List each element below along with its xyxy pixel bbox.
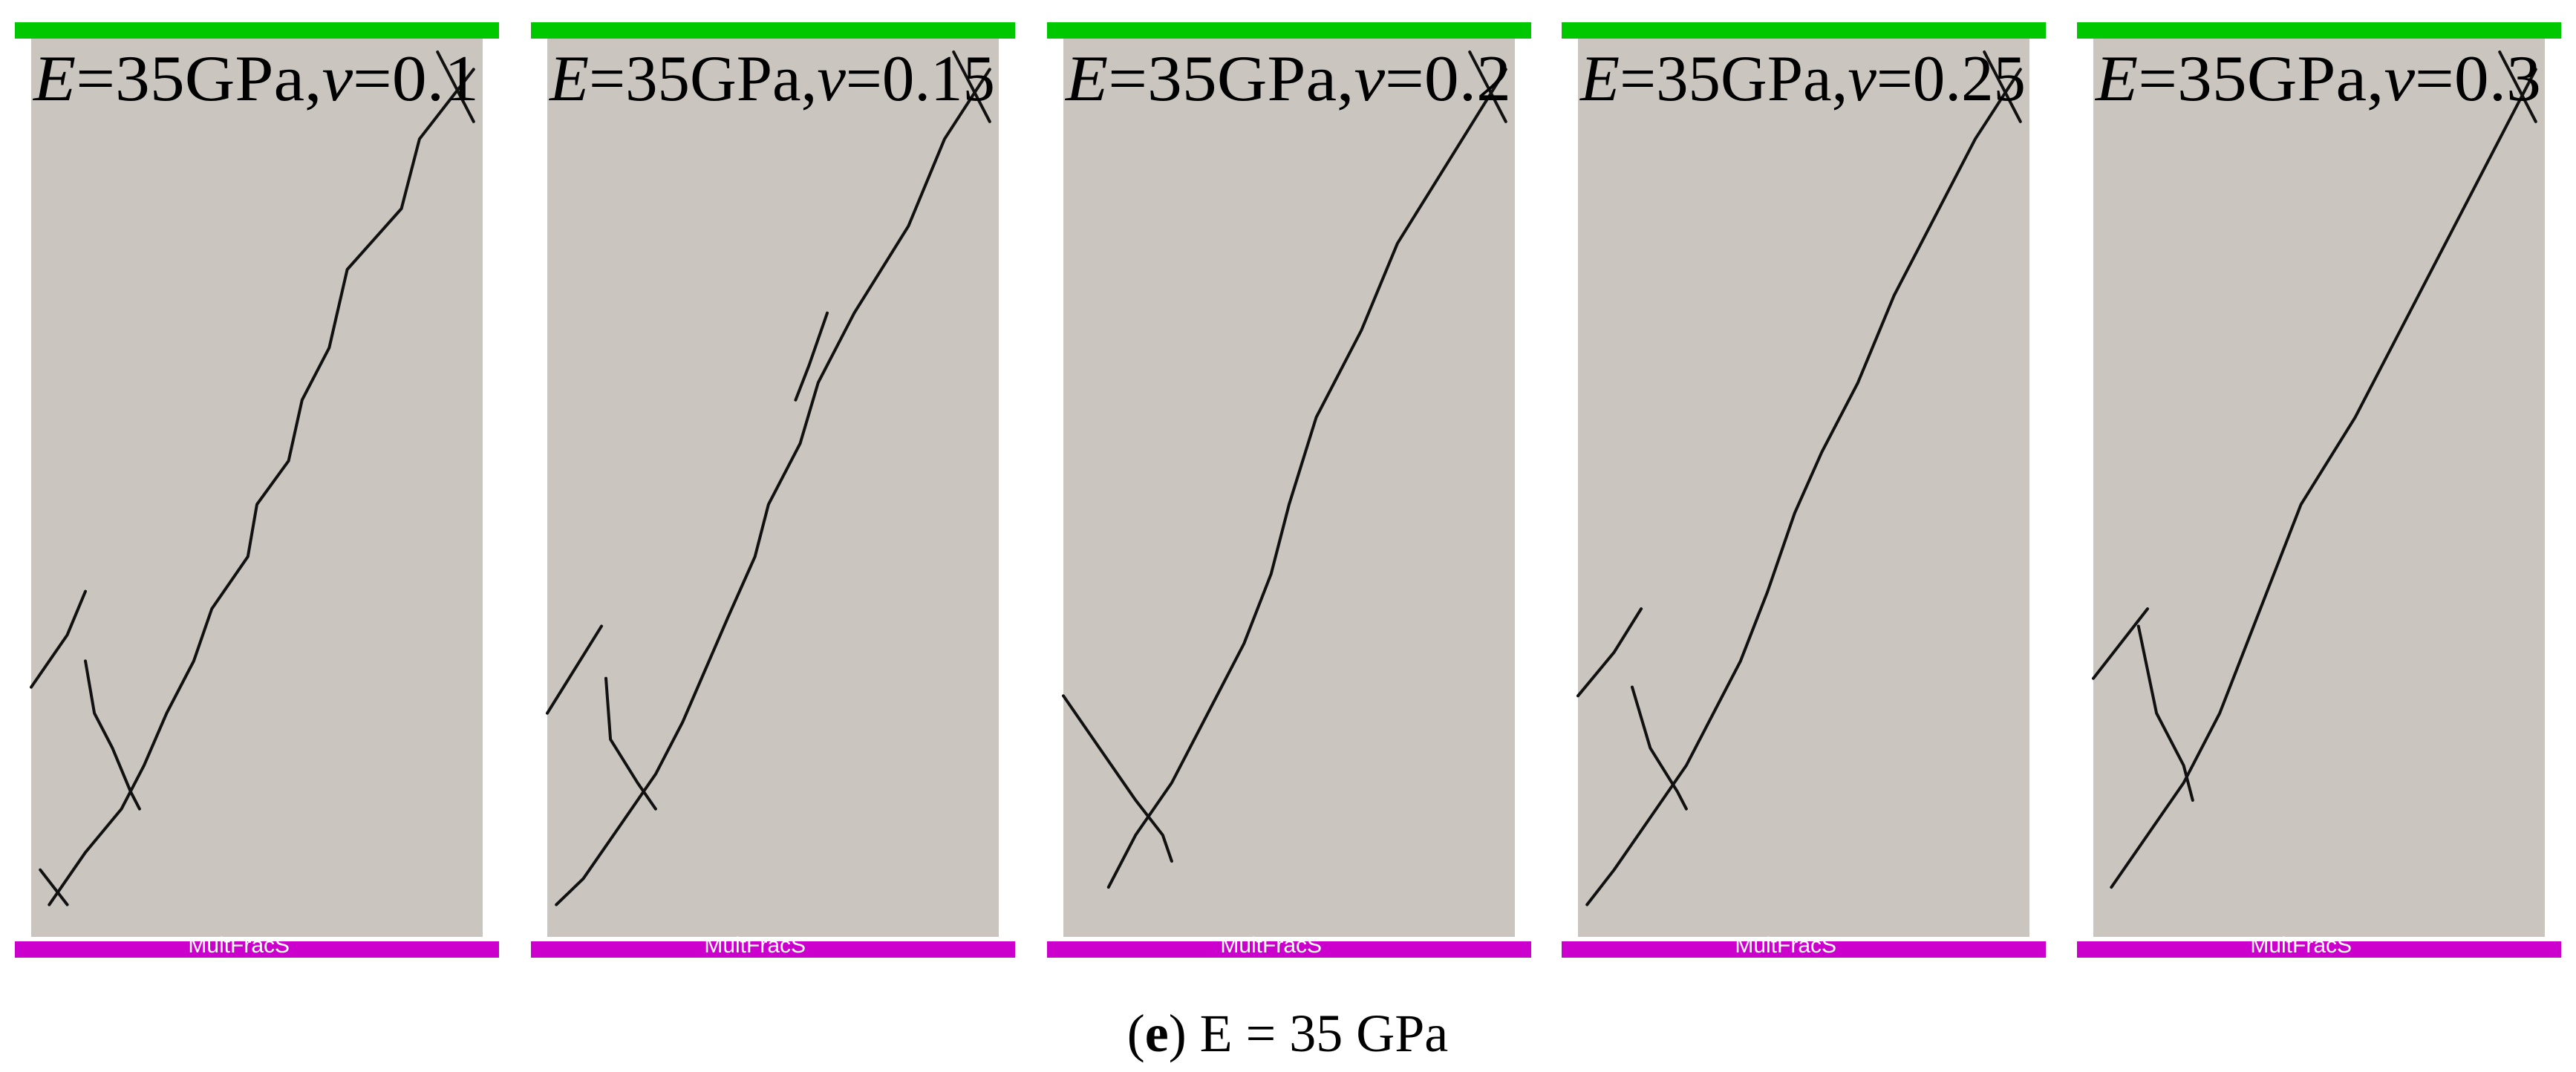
panel-parameter-label: E=35GPa, v=0.3 <box>2094 43 2541 115</box>
specimen-panel: MultFracS E=35GPa, v=0.3 <box>2077 22 2561 958</box>
poisson-value: =0.3 <box>2415 43 2541 115</box>
fracture-path <box>546 624 603 715</box>
poisson-value: =0.1 <box>353 43 479 115</box>
specimen-body <box>31 37 483 937</box>
bottom-loading-platen <box>1047 941 1531 958</box>
poisson-value: =0.2 <box>1385 43 1511 115</box>
fracture-path <box>84 659 141 811</box>
panel-parameter-label: E=35GPa,v=0.25 <box>1579 43 2026 115</box>
modulus-value: =35GPa, <box>1620 43 1848 115</box>
modulus-value: =35GPa, <box>1108 43 1354 115</box>
panel-parameter-label: E=35GPa,v=0.15 <box>548 43 995 115</box>
specimen-panel: MultFracS E=35GPa,v=0.25 <box>1562 22 2046 958</box>
panel-parameter-label: E=35GPa, v=0.1 <box>32 43 479 115</box>
fracture-path <box>1631 685 1688 811</box>
fracture-path <box>1576 607 1643 698</box>
poisson-symbol: v <box>322 43 353 115</box>
specimen-body <box>1063 37 1515 937</box>
caption-open-paren: ( <box>1127 1004 1145 1063</box>
fracture-path <box>1106 68 1507 889</box>
bottom-loading-platen <box>1562 941 2046 958</box>
fracture-path <box>1468 50 1507 123</box>
fracture-path <box>2110 68 2537 889</box>
caption-text: E = 35 GPa <box>1187 1004 1449 1063</box>
modulus-symbol: E <box>1579 43 1620 115</box>
software-watermark: MultFracS <box>2250 933 2352 958</box>
bottom-loading-platen <box>15 941 499 958</box>
poisson-symbol: v <box>817 43 846 115</box>
specimen-body <box>1578 37 2029 937</box>
modulus-symbol: E <box>32 43 76 115</box>
bottom-loading-platen <box>531 941 1015 958</box>
poisson-value: =0.25 <box>1876 43 2026 115</box>
caption-close-paren: ) <box>1169 1004 1187 1063</box>
modulus-value: =35GPa, <box>589 43 817 115</box>
poisson-symbol: v <box>2384 43 2416 115</box>
modulus-symbol: E <box>548 43 589 115</box>
bottom-loading-platen <box>2077 941 2561 958</box>
top-loading-platen <box>15 22 499 39</box>
fracture-path <box>1983 50 2022 123</box>
top-loading-platen <box>531 22 1015 39</box>
modulus-value: =35GPa, <box>2138 43 2384 115</box>
fracture-path <box>39 868 69 906</box>
specimen-body <box>2093 37 2545 937</box>
software-watermark: MultFracS <box>1735 933 1836 958</box>
fracture-path <box>555 68 991 906</box>
fracture-path <box>2092 607 2149 680</box>
fracture-path <box>48 68 475 906</box>
top-loading-platen <box>2077 22 2561 39</box>
specimen-panel: MultFracS E=35GPa, v=0.1 <box>15 22 499 958</box>
fracture-path <box>30 589 87 689</box>
software-watermark: MultFracS <box>704 933 806 958</box>
top-loading-platen <box>1562 22 2046 39</box>
poisson-symbol: v <box>1848 43 1876 115</box>
modulus-symbol: E <box>2094 43 2138 115</box>
modulus-value: =35GPa, <box>76 43 322 115</box>
figure-caption: (e) E = 35 GPa <box>1127 1004 1449 1063</box>
top-loading-platen <box>1047 22 1531 39</box>
panel-parameter-label: E=35GPa, v=0.2 <box>1064 43 1511 115</box>
fracture-path <box>2136 624 2194 802</box>
caption-letter: e <box>1145 1004 1169 1063</box>
specimen-panel: MultFracS E=35GPa, v=0.2 <box>1047 22 1531 958</box>
fracture-path <box>436 50 475 123</box>
specimen-panel: MultFracS E=35GPa,v=0.15 <box>531 22 1015 958</box>
fracture-path <box>1062 694 1173 863</box>
fracture-path <box>2498 50 2537 123</box>
fracture-path <box>1585 68 2022 906</box>
software-watermark: MultFracS <box>1220 933 1322 958</box>
fracture-path <box>952 50 991 123</box>
poisson-value: =0.15 <box>846 43 995 115</box>
fracture-path <box>794 311 829 402</box>
fracture-path <box>604 676 657 811</box>
software-watermark: MultFracS <box>188 933 290 958</box>
modulus-symbol: E <box>1064 43 1108 115</box>
poisson-symbol: v <box>1354 43 1386 115</box>
